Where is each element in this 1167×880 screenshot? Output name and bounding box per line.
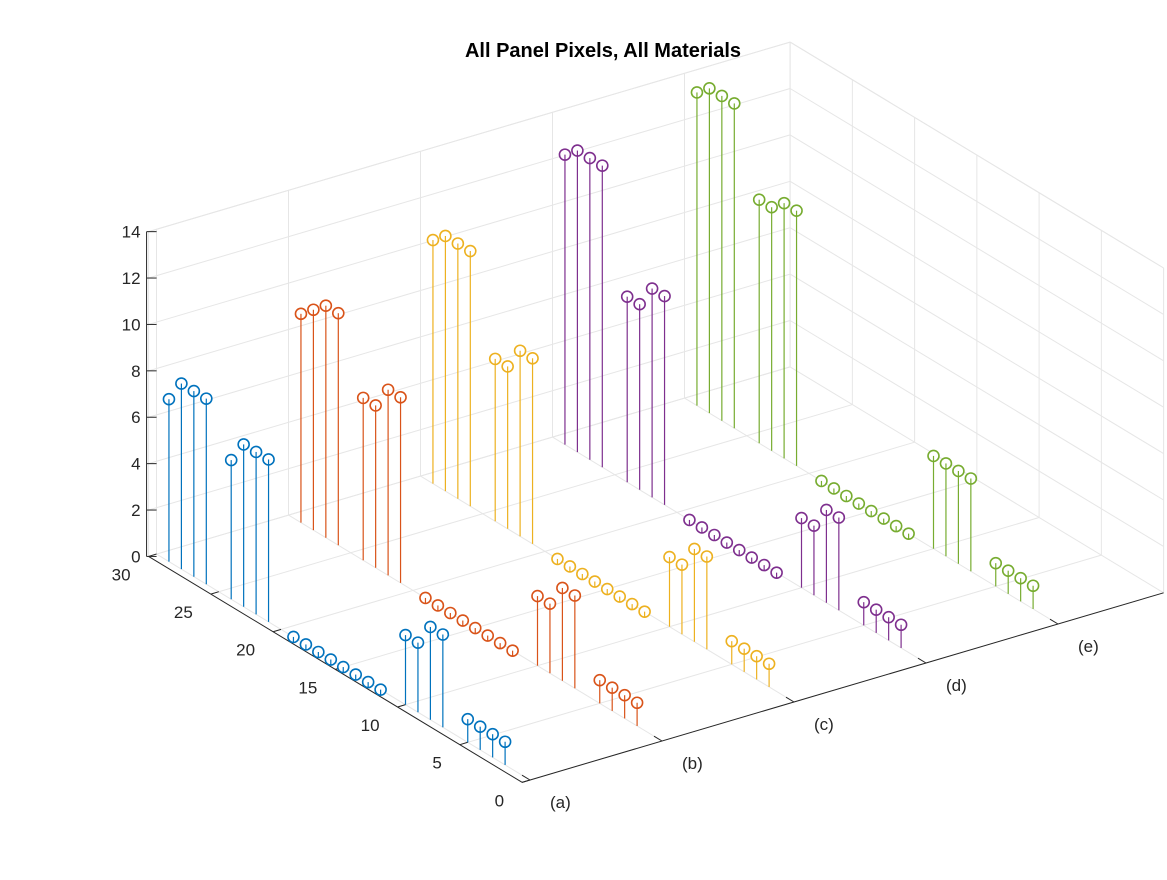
x-tick-label: (d) bbox=[946, 676, 967, 695]
y-tick-label: 15 bbox=[298, 678, 317, 697]
y-tick-mark bbox=[148, 553, 157, 557]
z-tick-label: 14 bbox=[122, 223, 141, 242]
y-tick-mark bbox=[210, 591, 219, 595]
x-tick-label: (e) bbox=[1078, 637, 1099, 656]
x-tick-mark bbox=[653, 735, 663, 742]
y-tick-mark bbox=[272, 628, 282, 633]
label-layer: 0 2 4 6 8 10 12 14 0 5 10 15 20 25 30 (a) (b) (c) (d) (e) bbox=[112, 223, 1099, 812]
gridline-floor-y bbox=[210, 404, 853, 595]
z-tick-label: 4 bbox=[131, 455, 140, 474]
x-tick-mark bbox=[1049, 618, 1059, 625]
y-tick-mark bbox=[397, 704, 406, 708]
axis-layer bbox=[146, 231, 1164, 783]
stem-layer bbox=[162, 82, 1040, 765]
gridline-floor-y bbox=[272, 441, 915, 633]
gridline-floor-y bbox=[397, 517, 1040, 708]
y-tick-label: 30 bbox=[112, 565, 131, 584]
x-tick-label: (c) bbox=[814, 715, 834, 734]
x-tick-label: (b) bbox=[682, 754, 703, 773]
y-tick-label: 20 bbox=[236, 641, 255, 660]
box-edge bbox=[789, 41, 1164, 269]
x-tick-mark bbox=[785, 696, 795, 703]
gridline-back-z bbox=[148, 180, 791, 372]
y-tick-label: 5 bbox=[432, 754, 441, 773]
gridline-back-z bbox=[148, 273, 791, 465]
z-tick-label: 6 bbox=[131, 408, 140, 427]
y-tick-label: 25 bbox=[174, 603, 193, 622]
gridline-floor-y bbox=[459, 554, 1102, 746]
y-tick-label: 10 bbox=[361, 716, 380, 735]
y-tick-mark bbox=[521, 779, 531, 783]
z-tick-label: 10 bbox=[122, 315, 141, 334]
box-edge bbox=[148, 41, 791, 233]
x-tick-mark bbox=[521, 774, 531, 781]
chart-title: All Panel Pixels, All Materials bbox=[465, 40, 741, 62]
z-tick-label: 12 bbox=[122, 269, 141, 288]
z-tick-label: 8 bbox=[131, 362, 140, 381]
y-tick-label: 0 bbox=[495, 791, 504, 810]
z-tick-label: 0 bbox=[131, 547, 140, 566]
x-tick-mark bbox=[917, 657, 927, 664]
gridline-back-z bbox=[148, 134, 791, 325]
z-tick-label: 2 bbox=[131, 501, 140, 520]
y-tick-mark bbox=[459, 741, 468, 746]
x-axis-line bbox=[521, 592, 1164, 783]
gridline-back-z bbox=[148, 88, 791, 279]
gridline-back-z bbox=[148, 227, 791, 418]
x-tick-label: (a) bbox=[550, 793, 571, 812]
